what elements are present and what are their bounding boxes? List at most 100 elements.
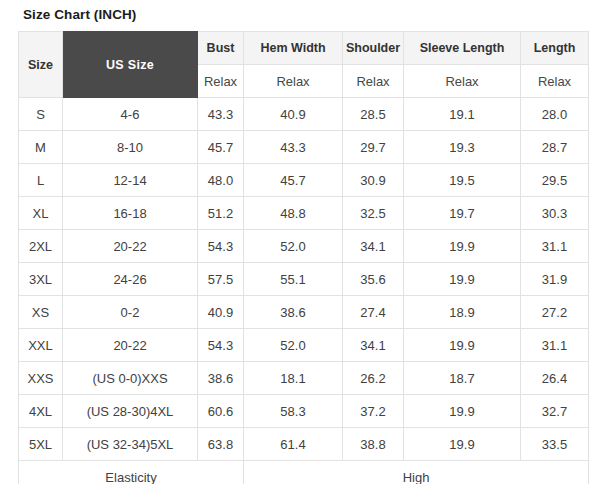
table-header: Size US Size Bust Hem Width Shoulder Sle… <box>19 32 589 98</box>
bust-cell: 45.7 <box>198 131 244 164</box>
shoulder-cell: 34.1 <box>343 230 404 263</box>
size-cell: L <box>19 164 63 197</box>
sleeve-length-cell: 19.9 <box>404 263 521 296</box>
table-row: 4XL(US 28-30)4XL60.658.337.219.932.7 <box>19 395 589 428</box>
us-size-cell: (US 28-30)4XL <box>63 395 198 428</box>
table-row: S4-643.340.928.519.128.0 <box>19 98 589 131</box>
us-size-cell: 0-2 <box>63 296 198 329</box>
bust-cell: 38.6 <box>198 362 244 395</box>
fit-cell-shoulder: Relax <box>343 65 404 98</box>
shoulder-cell: 28.5 <box>343 98 404 131</box>
us-size-cell: 16-18 <box>63 197 198 230</box>
table-row: 5XL(US 32-34)5XL63.861.438.819.933.5 <box>19 428 589 461</box>
table-row: 3XL24-2657.555.135.619.931.9 <box>19 263 589 296</box>
table-row: XS0-240.938.627.418.927.2 <box>19 296 589 329</box>
size-cell: M <box>19 131 63 164</box>
sleeve-length-cell: 19.9 <box>404 395 521 428</box>
us-size-cell: 20-22 <box>63 329 198 362</box>
sleeve-length-cell: 19.9 <box>404 428 521 461</box>
col-header-shoulder: Shoulder <box>343 32 404 65</box>
sleeve-length-cell: 19.3 <box>404 131 521 164</box>
bust-cell: 54.3 <box>198 230 244 263</box>
col-header-bust: Bust <box>198 32 244 65</box>
fit-cell-length: Relax <box>521 65 589 98</box>
hem-width-cell: 38.6 <box>244 296 343 329</box>
footer-row: Elasticity High <box>19 461 589 484</box>
sleeve-length-cell: 19.7 <box>404 197 521 230</box>
hem-width-cell: 18.1 <box>244 362 343 395</box>
header-row-measures: Size US Size Bust Hem Width Shoulder Sle… <box>19 32 589 65</box>
bust-cell: 51.2 <box>198 197 244 230</box>
hem-width-cell: 43.3 <box>244 131 343 164</box>
length-cell: 28.0 <box>521 98 589 131</box>
shoulder-cell: 29.7 <box>343 131 404 164</box>
table-row: XXS(US 0-0)XXS38.618.126.218.726.4 <box>19 362 589 395</box>
table-row: 2XL20-2254.352.034.119.931.1 <box>19 230 589 263</box>
table-row: L12-1448.045.730.919.529.5 <box>19 164 589 197</box>
size-cell: S <box>19 98 63 131</box>
bust-cell: 63.8 <box>198 428 244 461</box>
hem-width-cell: 48.8 <box>244 197 343 230</box>
table-row: XXL20-2254.352.034.119.931.1 <box>19 329 589 362</box>
bust-cell: 57.5 <box>198 263 244 296</box>
fit-cell-hem-width: Relax <box>244 65 343 98</box>
sleeve-length-cell: 18.9 <box>404 296 521 329</box>
hem-width-cell: 52.0 <box>244 230 343 263</box>
hem-width-cell: 55.1 <box>244 263 343 296</box>
hem-width-cell: 58.3 <box>244 395 343 428</box>
shoulder-cell: 32.5 <box>343 197 404 230</box>
sleeve-length-cell: 19.5 <box>404 164 521 197</box>
shoulder-cell: 27.4 <box>343 296 404 329</box>
us-size-cell: 24-26 <box>63 263 198 296</box>
us-size-cell: 12-14 <box>63 164 198 197</box>
length-cell: 28.7 <box>521 131 589 164</box>
col-header-hem-width: Hem Width <box>244 32 343 65</box>
shoulder-cell: 38.8 <box>343 428 404 461</box>
shoulder-cell: 35.6 <box>343 263 404 296</box>
us-size-cell: 20-22 <box>63 230 198 263</box>
col-header-length: Length <box>521 32 589 65</box>
table-row: M8-1045.743.329.719.328.7 <box>19 131 589 164</box>
fit-cell-bust: Relax <box>198 65 244 98</box>
hem-width-cell: 40.9 <box>244 98 343 131</box>
elasticity-value-cell: High <box>244 461 589 484</box>
size-cell: 5XL <box>19 428 63 461</box>
col-header-us-size: US Size <box>63 32 198 98</box>
length-cell: 26.4 <box>521 362 589 395</box>
page-title: Size Chart (INCH) <box>23 7 136 22</box>
fit-cell-sleeve-length: Relax <box>404 65 521 98</box>
us-size-cell: (US 32-34)5XL <box>63 428 198 461</box>
col-header-size: Size <box>19 32 63 98</box>
sleeve-length-cell: 18.7 <box>404 362 521 395</box>
bust-cell: 40.9 <box>198 296 244 329</box>
us-size-cell: (US 0-0)XXS <box>63 362 198 395</box>
shoulder-cell: 30.9 <box>343 164 404 197</box>
table-footer: Elasticity High <box>19 461 589 484</box>
table-body: S4-643.340.928.519.128.0M8-1045.743.329.… <box>19 98 589 461</box>
bust-cell: 54.3 <box>198 329 244 362</box>
sleeve-length-cell: 19.1 <box>404 98 521 131</box>
hem-width-cell: 45.7 <box>244 164 343 197</box>
length-cell: 31.9 <box>521 263 589 296</box>
sleeve-length-cell: 19.9 <box>404 230 521 263</box>
shoulder-cell: 37.2 <box>343 395 404 428</box>
length-cell: 31.1 <box>521 230 589 263</box>
size-chart-table: Size US Size Bust Hem Width Shoulder Sle… <box>18 31 589 484</box>
table-row: XL16-1851.248.832.519.730.3 <box>19 197 589 230</box>
size-cell: 4XL <box>19 395 63 428</box>
size-cell: XXL <box>19 329 63 362</box>
length-cell: 33.5 <box>521 428 589 461</box>
length-cell: 30.3 <box>521 197 589 230</box>
size-cell: XS <box>19 296 63 329</box>
shoulder-cell: 34.1 <box>343 329 404 362</box>
length-cell: 31.1 <box>521 329 589 362</box>
size-cell: XXS <box>19 362 63 395</box>
bust-cell: 60.6 <box>198 395 244 428</box>
elasticity-label-cell: Elasticity <box>19 461 244 484</box>
hem-width-cell: 61.4 <box>244 428 343 461</box>
length-cell: 29.5 <box>521 164 589 197</box>
col-header-sleeve-length: Sleeve Length <box>404 32 521 65</box>
size-cell: 3XL <box>19 263 63 296</box>
bust-cell: 43.3 <box>198 98 244 131</box>
bust-cell: 48.0 <box>198 164 244 197</box>
